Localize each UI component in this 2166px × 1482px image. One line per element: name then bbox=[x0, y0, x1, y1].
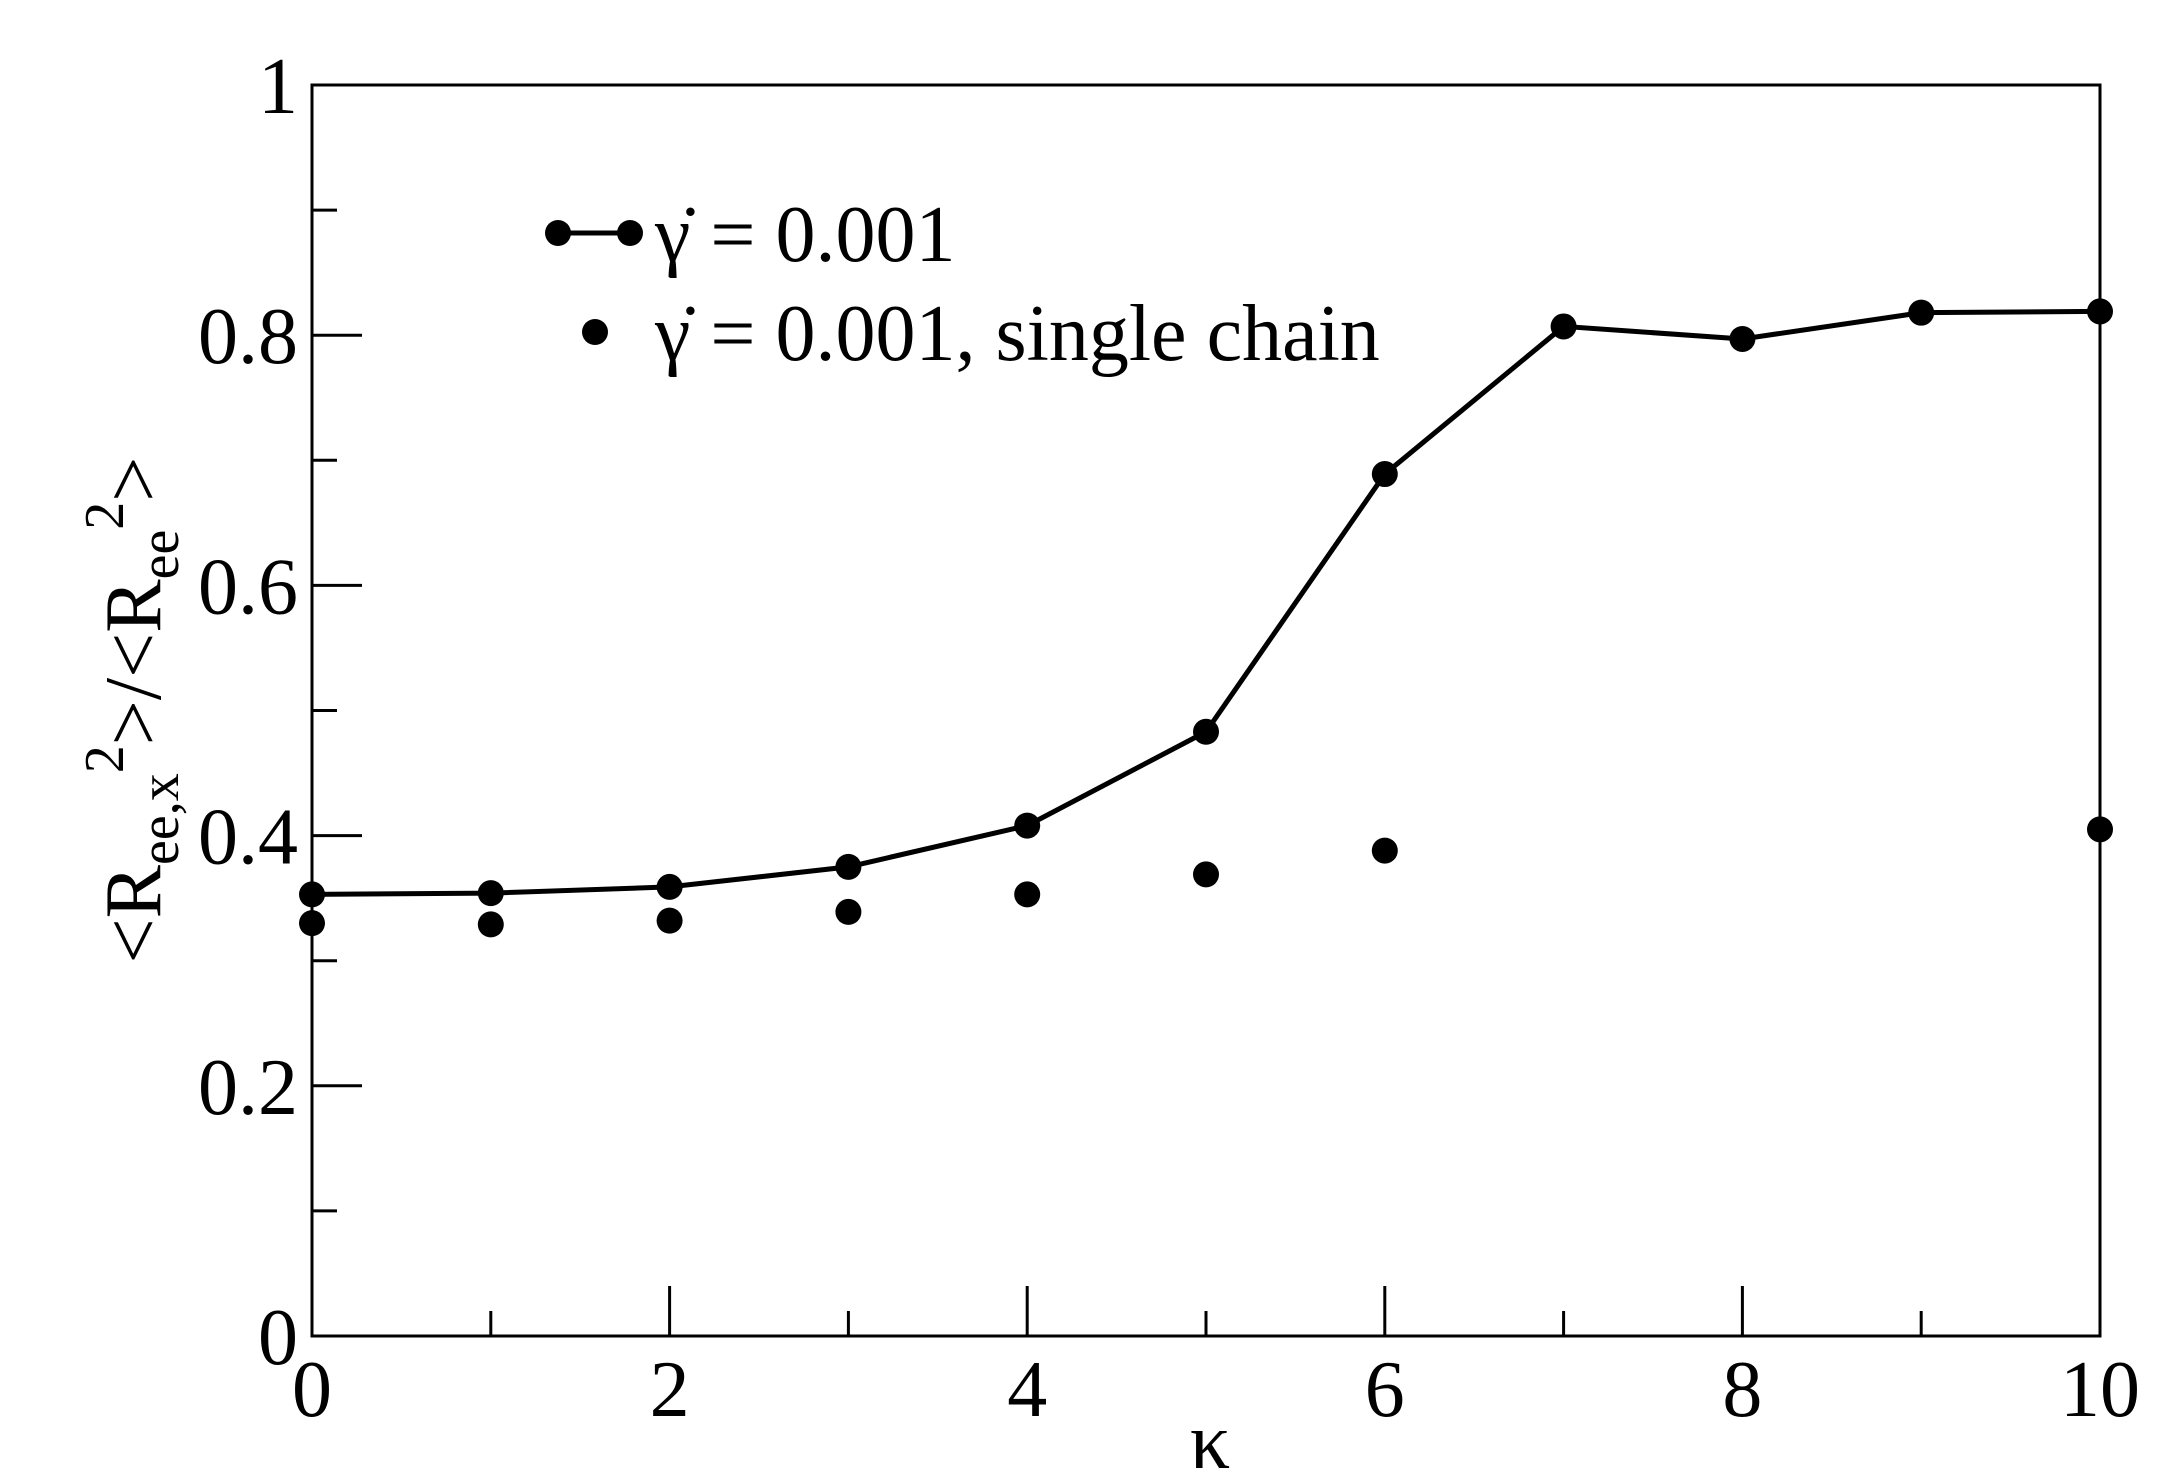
series-line bbox=[311, 308, 2101, 897]
data-point bbox=[1014, 881, 1041, 908]
ylabel-part: ee,x bbox=[129, 773, 191, 865]
legend-label: γ̇ = 0.001, single chain bbox=[654, 290, 1380, 378]
data-point bbox=[1193, 861, 1219, 888]
data-point bbox=[1371, 461, 1398, 488]
x-tick-label: 0 bbox=[292, 1346, 332, 1434]
data-point bbox=[1014, 812, 1041, 839]
ylabel-part: 2 bbox=[74, 745, 136, 773]
data-point bbox=[299, 910, 325, 937]
y-axis-label: <Ree,x2>/<Ree2> bbox=[74, 457, 191, 964]
data-point bbox=[656, 907, 683, 934]
x-tick-label: 10 bbox=[2060, 1346, 2140, 1434]
ylabel-part: ee bbox=[129, 530, 191, 580]
x-tick-label: 2 bbox=[650, 1346, 690, 1434]
data-point bbox=[656, 873, 683, 900]
data-point bbox=[2087, 816, 2113, 843]
data-point bbox=[2087, 298, 2113, 325]
ylabel-part: > bbox=[90, 457, 178, 502]
data-point bbox=[835, 898, 862, 925]
data-point bbox=[299, 881, 325, 908]
legend-marker bbox=[582, 319, 608, 345]
data-point bbox=[1193, 718, 1219, 745]
data-point bbox=[1371, 837, 1398, 864]
plot-frame bbox=[310, 83, 2102, 1338]
data-point bbox=[477, 880, 504, 907]
legend-marker bbox=[617, 220, 643, 246]
ylabel-part: >/<R bbox=[90, 579, 178, 745]
y-tick-label: 0.8 bbox=[198, 293, 298, 381]
data-point bbox=[1550, 313, 1577, 340]
x-axis-label: κ bbox=[1190, 1398, 1230, 1482]
legend-marker bbox=[545, 220, 571, 246]
legend-label: γ̇ = 0.001 bbox=[654, 191, 955, 279]
x-tick-label: 4 bbox=[1007, 1346, 1047, 1434]
y-tick-label: 0.2 bbox=[198, 1044, 298, 1132]
ylabel-part: 2 bbox=[74, 502, 136, 530]
y-tick-label: 0.6 bbox=[198, 543, 298, 631]
y-tick-label: 0.4 bbox=[198, 794, 298, 882]
y-tick-label: 0 bbox=[258, 1294, 298, 1382]
y-tick-label: 1 bbox=[258, 43, 298, 131]
x-tick-label: 6 bbox=[1365, 1346, 1405, 1434]
x-tick-label: 8 bbox=[1722, 1346, 1762, 1434]
data-point bbox=[477, 911, 504, 938]
data-point bbox=[835, 853, 862, 880]
data-point bbox=[1729, 325, 1756, 352]
data-point bbox=[1908, 299, 1935, 326]
ylabel-part: <R bbox=[90, 864, 178, 963]
